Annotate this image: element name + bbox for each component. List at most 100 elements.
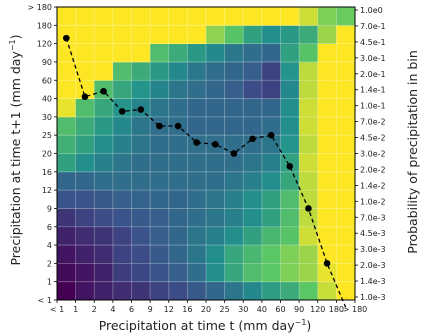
heatmap-cell — [299, 135, 319, 154]
heatmap-cell — [317, 263, 337, 283]
heatmap-cell — [336, 153, 356, 173]
colorbar-tick-label: 1.4e-2 — [360, 181, 386, 190]
heatmap-cell — [280, 245, 300, 264]
heatmap-cell — [280, 263, 300, 283]
heatmap-cell — [299, 43, 319, 63]
heatmap-cell — [224, 7, 244, 26]
heatmap-cell — [243, 226, 263, 246]
heatmap-cell — [243, 135, 263, 154]
heatmap-cell — [131, 80, 151, 99]
heatmap-cell — [299, 98, 319, 118]
heatmap-cell — [94, 245, 114, 264]
heatmap-cell — [57, 98, 77, 118]
heatmap-cell — [206, 7, 226, 26]
heatmap-cell — [112, 25, 132, 45]
heatmap-cell — [57, 263, 77, 283]
heatmap-cell — [57, 7, 77, 26]
heatmap-cell — [299, 190, 319, 209]
heatmap-cell — [317, 190, 337, 209]
series-layer — [63, 34, 347, 308]
colorbar-tick-label: 7.0e-1 — [360, 22, 386, 31]
y-tick-label: 4 — [47, 241, 52, 250]
heatmap-cell — [261, 135, 281, 154]
colorbar-tick-label: 4.5e-3 — [360, 229, 386, 238]
heatmap-cell — [150, 61, 170, 81]
x-tick-label: > 180 — [343, 305, 368, 314]
heatmap-cell — [299, 245, 319, 264]
heatmap-cell — [243, 281, 263, 301]
heatmap-cell — [112, 263, 132, 283]
heatmap-cell — [168, 281, 188, 301]
heatmap-cell — [317, 7, 337, 26]
heatmap-cell — [224, 208, 244, 228]
heatmap-cell — [150, 263, 170, 283]
heatmap-cell — [280, 281, 300, 301]
colorbar-tick-label: 4.5e-2 — [360, 134, 386, 143]
heatmap-cell — [94, 263, 114, 283]
heatmap-cell — [94, 281, 114, 301]
heatmap-cell — [243, 245, 263, 264]
colorbar-tick-label: 1.0e-2 — [360, 197, 386, 206]
heatmap-cell — [131, 61, 151, 81]
heatmap-cell — [94, 116, 114, 136]
heatmap-cell — [261, 263, 281, 283]
heatmap-cell — [336, 116, 356, 136]
heatmap-cell — [261, 171, 281, 191]
heatmap-cell — [75, 61, 95, 81]
heatmap-cell — [168, 190, 188, 209]
heatmap-cell — [112, 80, 132, 99]
heatmap-cell — [75, 7, 95, 26]
heatmap-cell — [299, 263, 319, 283]
heatmap-cell — [94, 25, 114, 45]
heatmap-cell — [94, 135, 114, 154]
heatmap-cell — [131, 281, 151, 301]
heatmap-cell — [261, 25, 281, 45]
heatmap-cell — [243, 153, 263, 173]
heatmap-cell — [131, 190, 151, 209]
series-point — [249, 135, 256, 143]
heatmap-cell — [131, 171, 151, 191]
heatmap-cell — [206, 226, 226, 246]
heatmap-cell — [224, 171, 244, 191]
series-point — [100, 87, 107, 95]
heatmap-cell — [261, 226, 281, 246]
series-point — [212, 141, 219, 148]
y-tick-label: > 180 — [27, 3, 52, 12]
y-tick-label: 40 — [42, 95, 52, 104]
heatmap-cell — [317, 245, 337, 264]
y-tick-label: 9 — [47, 204, 52, 213]
series-point — [81, 93, 89, 101]
heatmap-cell — [57, 190, 77, 209]
heatmap-cell — [150, 135, 170, 154]
heatmap-cell — [336, 245, 356, 264]
heatmap-cell — [206, 245, 226, 264]
heatmap-cell — [168, 7, 188, 26]
heatmap-cell — [336, 61, 356, 81]
heatmap-cell — [317, 80, 337, 99]
heatmap-cell — [168, 80, 188, 99]
heatmap-cell — [168, 153, 188, 173]
heatmap-cell — [150, 80, 170, 99]
heatmap-cell — [280, 61, 300, 81]
heatmap-cell — [317, 43, 337, 63]
heatmap-cell — [280, 116, 300, 136]
heatmap-cell — [187, 208, 207, 228]
heatmap-cell — [187, 245, 207, 264]
heatmap-cell — [131, 263, 151, 283]
heatmap-cell — [187, 43, 207, 63]
heatmap-cell — [187, 263, 207, 283]
series-point — [137, 106, 145, 113]
heatmap-cell — [187, 190, 207, 209]
heatmap-cell — [94, 153, 114, 173]
heatmap-cell — [57, 245, 77, 264]
heatmap-cell — [224, 153, 244, 173]
heatmap-cell — [75, 80, 95, 99]
colorbar-tick-label: 7.0e-2 — [360, 118, 386, 127]
heatmap-cell — [317, 98, 337, 118]
heatmap-cell — [168, 61, 188, 81]
heatmap-cell — [150, 43, 170, 63]
heatmap-cell — [187, 61, 207, 81]
heatmap-cell — [131, 245, 151, 264]
heatmap-cell — [131, 7, 151, 26]
